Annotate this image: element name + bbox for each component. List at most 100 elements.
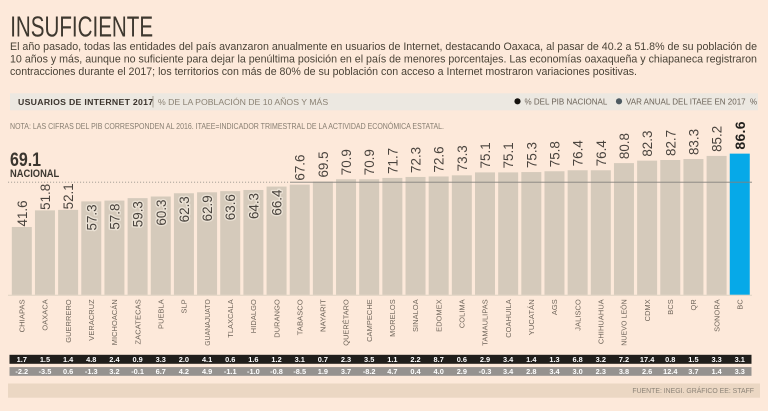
svg-text:% DE LA POBLACIÓN DE 10 AÑOS Y: % DE LA POBLACIÓN DE 10 AÑOS Y MÁS <box>158 97 328 107</box>
svg-text:69.1: 69.1 <box>10 148 41 170</box>
svg-text:BC: BC <box>735 299 744 310</box>
svg-text:-0.1: -0.1 <box>131 367 144 376</box>
svg-text:1.7: 1.7 <box>17 355 27 364</box>
svg-text:6.7: 6.7 <box>156 367 166 376</box>
svg-text:73.3: 73.3 <box>455 145 470 171</box>
svg-text:TABASCO: TABASCO <box>295 299 304 335</box>
svg-text:-8.5: -8.5 <box>293 367 306 376</box>
svg-text:3.3: 3.3 <box>735 367 745 376</box>
svg-text:63.6: 63.6 <box>223 194 238 220</box>
svg-text:4.0: 4.0 <box>434 367 444 376</box>
svg-text:51.8: 51.8 <box>38 184 53 210</box>
svg-text:CHIAPAS: CHIAPAS <box>18 299 27 332</box>
svg-text:7.2: 7.2 <box>619 355 629 364</box>
svg-text:3.4: 3.4 <box>503 367 514 376</box>
svg-text:3.5: 3.5 <box>364 355 374 364</box>
svg-text:NACIONAL: NACIONAL <box>10 168 59 180</box>
svg-text:ZACATECAS: ZACATECAS <box>133 299 142 344</box>
svg-text:JALISCO: JALISCO <box>573 299 582 331</box>
svg-text:69.5: 69.5 <box>316 151 331 177</box>
svg-text:MORELOS: MORELOS <box>388 299 397 337</box>
svg-text:0.8: 0.8 <box>665 355 675 364</box>
svg-text:1.2: 1.2 <box>271 355 281 364</box>
svg-text:QUERÉTARO: QUERÉTARO <box>342 299 351 346</box>
svg-text:3.3: 3.3 <box>711 355 721 364</box>
svg-text:80.8: 80.8 <box>617 133 632 159</box>
svg-text:PUEBLA: PUEBLA <box>156 299 165 329</box>
svg-text:CDMX: CDMX <box>643 299 652 321</box>
svg-text:1.6: 1.6 <box>248 355 258 364</box>
svg-text:86.6: 86.6 <box>732 121 748 149</box>
svg-text:% DEL PIB NACIONAL: % DEL PIB NACIONAL <box>525 98 608 107</box>
svg-text:67.6: 67.6 <box>293 155 308 181</box>
svg-text:3.4: 3.4 <box>549 367 560 376</box>
svg-text:-1.0: -1.0 <box>247 367 260 376</box>
svg-text:75.1: 75.1 <box>478 142 493 168</box>
svg-text:BCS: BCS <box>666 299 675 315</box>
svg-text:CAMPECHE: CAMPECHE <box>365 299 374 342</box>
svg-text:GUANAJUATO: GUANAJUATO <box>203 299 212 346</box>
svg-text:72.3: 72.3 <box>409 147 424 173</box>
svg-text:4.9: 4.9 <box>202 367 212 376</box>
svg-text:82.7: 82.7 <box>663 130 678 156</box>
svg-text:4.7: 4.7 <box>387 367 397 376</box>
svg-text:NOTA: LAS CIFRAS DEL PIB CORRE: NOTA: LAS CIFRAS DEL PIB CORRESPONDEN AL… <box>10 122 444 131</box>
svg-text:8.7: 8.7 <box>434 355 444 364</box>
svg-text:0.6: 0.6 <box>457 355 467 364</box>
svg-text:75.1: 75.1 <box>501 142 516 168</box>
svg-text:2.3: 2.3 <box>341 355 351 364</box>
svg-text:-0.3: -0.3 <box>479 367 492 376</box>
svg-text:3.4: 3.4 <box>503 355 514 364</box>
svg-text:75.8: 75.8 <box>547 141 562 167</box>
svg-text:-8.2: -8.2 <box>363 367 376 376</box>
svg-text:4.1: 4.1 <box>202 355 212 364</box>
svg-text:0.7: 0.7 <box>318 355 328 364</box>
svg-text:3.0: 3.0 <box>572 367 582 376</box>
svg-text:TLAXCALA: TLAXCALA <box>226 299 235 338</box>
svg-text:4.2: 4.2 <box>179 367 189 376</box>
svg-text:62.9: 62.9 <box>200 195 215 221</box>
svg-text:2.2: 2.2 <box>410 355 420 364</box>
svg-text:0.4: 0.4 <box>410 367 421 376</box>
svg-text:SONORA: SONORA <box>712 299 721 332</box>
svg-text:3.2: 3.2 <box>596 355 606 364</box>
svg-text:6.8: 6.8 <box>572 355 582 364</box>
svg-text:1.4: 1.4 <box>63 355 74 364</box>
svg-text:72.6: 72.6 <box>432 146 447 172</box>
svg-text:1.1: 1.1 <box>387 355 397 364</box>
svg-text:OAXACA: OAXACA <box>41 299 50 330</box>
svg-text:VERACRUZ: VERACRUZ <box>87 299 96 341</box>
svg-text:10 años y más, aunque no sufic: 10 años y más, aunque no suficiente para… <box>10 53 757 65</box>
svg-text:4.8: 4.8 <box>86 355 96 364</box>
svg-text:USUARIOS DE INTERNET 2017: USUARIOS DE INTERNET 2017 <box>18 97 153 107</box>
svg-text:60.3: 60.3 <box>154 200 169 226</box>
svg-text:57.8: 57.8 <box>107 204 122 230</box>
svg-text:0.9: 0.9 <box>132 355 142 364</box>
svg-text:TAMAULIPAS: TAMAULIPAS <box>481 299 490 346</box>
svg-text:2.6: 2.6 <box>642 367 652 376</box>
svg-text:64.3: 64.3 <box>246 193 261 219</box>
svg-text:17.4: 17.4 <box>640 355 655 364</box>
svg-text:-0.8: -0.8 <box>270 367 283 376</box>
svg-text:0.6: 0.6 <box>225 355 235 364</box>
svg-text:-1.1: -1.1 <box>224 367 237 376</box>
svg-text:0.6: 0.6 <box>63 367 73 376</box>
svg-text:41.6: 41.6 <box>15 200 30 226</box>
svg-text:SLP: SLP <box>180 299 189 313</box>
svg-text:1.5: 1.5 <box>40 355 50 364</box>
svg-text:MICHOACÁN: MICHOACÁN <box>110 299 119 345</box>
svg-text:1.9: 1.9 <box>318 367 328 376</box>
svg-text:83.3: 83.3 <box>686 129 701 155</box>
svg-text:1.5: 1.5 <box>688 355 698 364</box>
svg-text:57.3: 57.3 <box>84 204 99 230</box>
svg-text:2.9: 2.9 <box>457 367 467 376</box>
svg-text:76.4: 76.4 <box>594 140 609 167</box>
svg-text:85.2: 85.2 <box>710 126 725 152</box>
svg-text:COAHUILA: COAHUILA <box>504 299 513 338</box>
svg-text:66.4: 66.4 <box>270 189 285 216</box>
svg-text:3.1: 3.1 <box>295 355 305 364</box>
svg-text:1.3: 1.3 <box>549 355 559 364</box>
svg-text:75.3: 75.3 <box>524 142 539 168</box>
svg-text:3.7: 3.7 <box>341 367 351 376</box>
svg-text:3.2: 3.2 <box>109 367 119 376</box>
